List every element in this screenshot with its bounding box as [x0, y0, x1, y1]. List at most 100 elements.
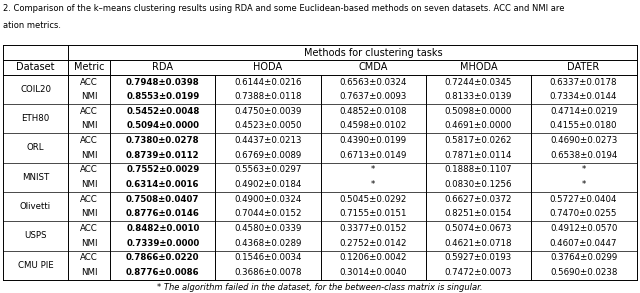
Text: 0.6769±0.0089: 0.6769±0.0089 [234, 151, 301, 160]
Text: 0.1888±0.1107: 0.1888±0.1107 [445, 166, 512, 174]
Text: 0.8776±0.0146: 0.8776±0.0146 [126, 209, 200, 218]
Text: USPS: USPS [24, 231, 47, 240]
Text: DATER: DATER [568, 62, 600, 72]
Text: 0.3377±0.0152: 0.3377±0.0152 [339, 224, 407, 233]
Text: 0.8739±0.0112: 0.8739±0.0112 [126, 151, 200, 160]
Text: ACC: ACC [80, 136, 98, 145]
Text: CMU PIE: CMU PIE [18, 261, 53, 270]
Text: 0.4852±0.0108: 0.4852±0.0108 [339, 107, 407, 116]
Text: 0.8482±0.0010: 0.8482±0.0010 [126, 224, 200, 233]
Text: 0.7470±0.0255: 0.7470±0.0255 [550, 209, 618, 218]
Text: 0.6563±0.0324: 0.6563±0.0324 [339, 78, 407, 86]
Text: 0.6314±0.0016: 0.6314±0.0016 [126, 180, 200, 189]
Text: NMI: NMI [81, 122, 97, 130]
Text: 0.5452±0.0048: 0.5452±0.0048 [126, 107, 200, 116]
Text: 0.7339±0.0000: 0.7339±0.0000 [126, 239, 200, 248]
Text: 0.7244±0.0345: 0.7244±0.0345 [445, 78, 512, 86]
Text: 0.4368±0.0289: 0.4368±0.0289 [234, 239, 301, 248]
Text: 0.4155±0.0180: 0.4155±0.0180 [550, 122, 618, 130]
Text: * The algorithm failed in the dataset, for the between-class matrix is singular.: * The algorithm failed in the dataset, f… [157, 283, 483, 292]
Text: 0.3014±0.0040: 0.3014±0.0040 [339, 268, 407, 277]
Text: NMI: NMI [81, 239, 97, 248]
Text: 0.2752±0.0142: 0.2752±0.0142 [339, 239, 407, 248]
Text: 0.5927±0.0193: 0.5927±0.0193 [445, 253, 512, 262]
Text: 0.4621±0.0718: 0.4621±0.0718 [445, 239, 512, 248]
Text: ORL: ORL [27, 144, 44, 152]
Text: CMDA: CMDA [358, 62, 388, 72]
Text: 0.8133±0.0139: 0.8133±0.0139 [445, 92, 512, 101]
Text: 0.4690±0.0273: 0.4690±0.0273 [550, 136, 617, 145]
Text: 0.4607±0.0447: 0.4607±0.0447 [550, 239, 618, 248]
Text: 0.5074±0.0673: 0.5074±0.0673 [445, 224, 512, 233]
Text: 0.6144±0.0216: 0.6144±0.0216 [234, 78, 302, 86]
Text: 0.5563±0.0297: 0.5563±0.0297 [234, 166, 301, 174]
Text: 0.5817±0.0262: 0.5817±0.0262 [445, 136, 512, 145]
Text: 0.7044±0.0152: 0.7044±0.0152 [234, 209, 302, 218]
Text: ation metrics.: ation metrics. [3, 21, 61, 30]
Text: 0.7508±0.0407: 0.7508±0.0407 [126, 195, 200, 204]
Text: *: * [371, 180, 375, 189]
Text: 0.4714±0.0219: 0.4714±0.0219 [550, 107, 617, 116]
Text: 0.1546±0.0034: 0.1546±0.0034 [234, 253, 302, 262]
Text: 0.8553±0.0199: 0.8553±0.0199 [126, 92, 200, 101]
Text: 0.1206±0.0042: 0.1206±0.0042 [339, 253, 407, 262]
Text: 0.4598±0.0102: 0.4598±0.0102 [340, 122, 407, 130]
Text: ACC: ACC [80, 107, 98, 116]
Text: NMI: NMI [81, 92, 97, 101]
Text: 0.5045±0.0292: 0.5045±0.0292 [340, 195, 407, 204]
Text: 0.3686±0.0078: 0.3686±0.0078 [234, 268, 302, 277]
Text: Olivetti: Olivetti [20, 202, 51, 211]
Text: 0.4437±0.0213: 0.4437±0.0213 [234, 136, 302, 145]
Text: 0.4523±0.0050: 0.4523±0.0050 [234, 122, 302, 130]
Text: 0.5727±0.0404: 0.5727±0.0404 [550, 195, 618, 204]
Text: NMI: NMI [81, 180, 97, 189]
Text: Dataset: Dataset [16, 62, 55, 72]
Text: 0.8776±0.0086: 0.8776±0.0086 [126, 268, 200, 277]
Text: 0.5094±0.0000: 0.5094±0.0000 [126, 122, 200, 130]
Text: ETH80: ETH80 [21, 114, 50, 123]
Text: 0.5690±0.0238: 0.5690±0.0238 [550, 268, 617, 277]
Text: 0.7380±0.0278: 0.7380±0.0278 [126, 136, 200, 145]
Text: HODA: HODA [253, 62, 283, 72]
Text: ACC: ACC [80, 224, 98, 233]
Text: 0.4691±0.0000: 0.4691±0.0000 [445, 122, 512, 130]
Text: 0.6713±0.0149: 0.6713±0.0149 [340, 151, 407, 160]
Text: 0.7637±0.0093: 0.7637±0.0093 [340, 92, 407, 101]
Text: 0.7334±0.0144: 0.7334±0.0144 [550, 92, 618, 101]
Text: ACC: ACC [80, 195, 98, 204]
Text: 0.4390±0.0199: 0.4390±0.0199 [340, 136, 407, 145]
Text: MNIST: MNIST [22, 173, 49, 182]
Text: NMI: NMI [81, 209, 97, 218]
Text: 0.7866±0.0220: 0.7866±0.0220 [126, 253, 200, 262]
Text: COIL20: COIL20 [20, 85, 51, 94]
Text: 2. Comparison of the k–means clustering results using RDA and some Euclidean-bas: 2. Comparison of the k–means clustering … [3, 4, 564, 13]
Text: 0.6337±0.0178: 0.6337±0.0178 [550, 78, 618, 86]
Text: 0.0830±0.1256: 0.0830±0.1256 [445, 180, 512, 189]
Text: *: * [371, 166, 375, 174]
Text: 0.4580±0.0339: 0.4580±0.0339 [234, 224, 301, 233]
Text: 0.4912±0.0570: 0.4912±0.0570 [550, 224, 617, 233]
Text: 0.7552±0.0029: 0.7552±0.0029 [126, 166, 200, 174]
Text: ACC: ACC [80, 253, 98, 262]
Text: 0.7948±0.0398: 0.7948±0.0398 [126, 78, 200, 86]
Text: 0.8251±0.0154: 0.8251±0.0154 [445, 209, 512, 218]
Text: 0.4750±0.0039: 0.4750±0.0039 [234, 107, 301, 116]
Text: 0.3764±0.0299: 0.3764±0.0299 [550, 253, 617, 262]
Text: NMI: NMI [81, 268, 97, 277]
Text: 0.4902±0.0184: 0.4902±0.0184 [234, 180, 301, 189]
Text: Metric: Metric [74, 62, 104, 72]
Text: 0.7388±0.0118: 0.7388±0.0118 [234, 92, 302, 101]
Text: *: * [582, 166, 586, 174]
Text: 0.4900±0.0324: 0.4900±0.0324 [234, 195, 301, 204]
Text: 0.7871±0.0114: 0.7871±0.0114 [445, 151, 512, 160]
Text: 0.6538±0.0194: 0.6538±0.0194 [550, 151, 617, 160]
Text: Methods for clustering tasks: Methods for clustering tasks [304, 48, 443, 58]
Text: ACC: ACC [80, 78, 98, 86]
Text: 0.7155±0.0151: 0.7155±0.0151 [339, 209, 407, 218]
Text: 0.7472±0.0073: 0.7472±0.0073 [445, 268, 512, 277]
Text: 0.6627±0.0372: 0.6627±0.0372 [445, 195, 512, 204]
Text: MHODA: MHODA [460, 62, 497, 72]
Text: NMI: NMI [81, 151, 97, 160]
Text: RDA: RDA [152, 62, 173, 72]
Text: *: * [582, 180, 586, 189]
